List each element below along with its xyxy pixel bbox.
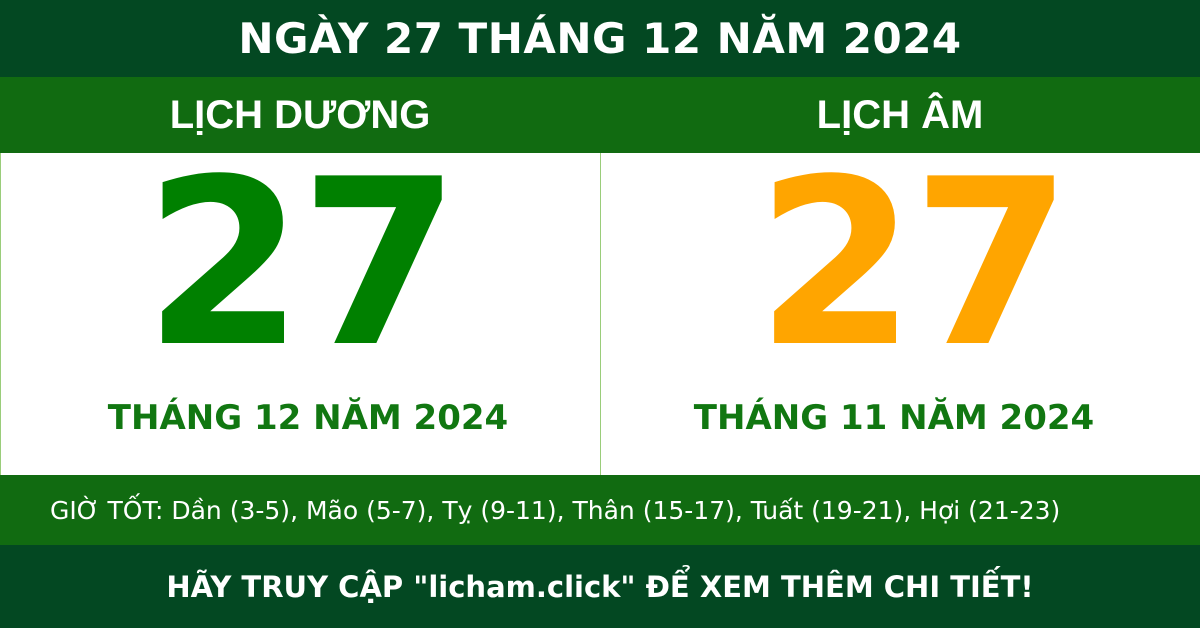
page-title: NGÀY 27 THÁNG 12 NĂM 2024	[0, 0, 1200, 77]
section-headers: LỊCH DƯƠNG LỊCH ÂM	[0, 77, 1200, 153]
lunar-month-year: THÁNG 11 NĂM 2024	[693, 398, 1095, 438]
panel-border	[0, 153, 1, 475]
lunar-day: 27	[755, 131, 1072, 398]
solar-day: 27	[143, 131, 460, 398]
footer-cta: HÃY TRUY CẬP "licham.click" ĐỂ XEM THÊM …	[0, 545, 1200, 628]
panel-divider	[600, 153, 601, 475]
lunar-calendar-label: LỊCH ÂM	[816, 92, 984, 137]
solar-month-year: THÁNG 12 NĂM 2024	[107, 398, 509, 438]
good-hours: GIỜ TỐT: Dần (3-5), Mão (5-7), Tỵ (9-11)…	[0, 475, 1200, 545]
solar-calendar-label: LỊCH DƯƠNG	[169, 92, 431, 137]
